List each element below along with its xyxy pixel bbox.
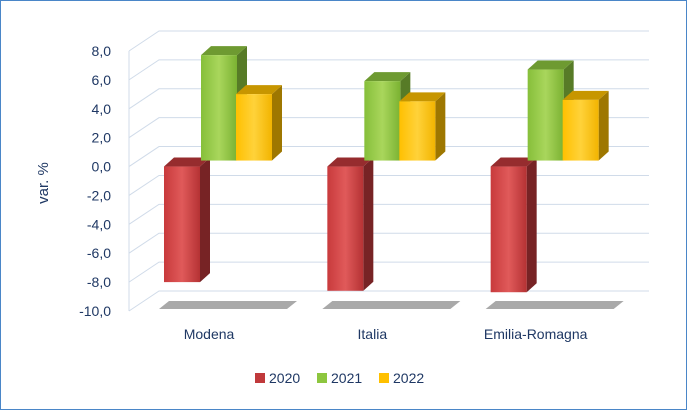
x-category-label: Italia <box>358 326 388 342</box>
x-category-label: Modena <box>184 326 235 342</box>
y-tick-label: -2,0 <box>87 187 111 203</box>
gridlines <box>128 30 649 312</box>
bar-2022-italia <box>399 92 446 161</box>
legend-swatch <box>379 373 389 383</box>
bar-top <box>327 157 374 167</box>
y-axis: 8,0 6,0 4,0 2,0 0,0 -2,0 -4,0 -6,0 -8,0 -10,0 <box>79 43 111 319</box>
y-tick-label: 6,0 <box>92 72 112 88</box>
legend-swatch <box>255 373 265 383</box>
bars <box>164 46 609 293</box>
bar-front <box>527 69 564 161</box>
gridline <box>128 203 649 225</box>
bar-top <box>364 72 411 82</box>
chart-floor <box>159 301 624 309</box>
bar-top <box>164 157 210 167</box>
y-axis-title: var. % <box>35 162 52 204</box>
y-tick-label: 4,0 <box>92 101 112 117</box>
bar-top <box>490 157 537 167</box>
legend-swatch <box>317 373 327 383</box>
gridline <box>128 290 649 312</box>
legend-item-2022: 2022 <box>379 370 424 386</box>
floor-shadow <box>485 301 624 309</box>
bar-front <box>364 81 401 161</box>
bar-top <box>562 90 609 100</box>
bar-top <box>236 85 282 95</box>
x-axis: Modena Italia Emilia-Romagna <box>184 326 588 342</box>
legend-label: 2021 <box>331 370 362 386</box>
y-tick-label: -6,0 <box>87 245 111 261</box>
bar-top <box>201 46 247 56</box>
gridline <box>128 232 649 254</box>
x-category-label: Emilia-Romagna <box>484 326 588 342</box>
floor-shadow <box>322 301 461 309</box>
y-tick-label: 2,0 <box>92 130 112 146</box>
bar-2020-modena <box>164 157 210 283</box>
bar-side <box>435 92 446 161</box>
bar-front <box>164 166 200 283</box>
gridline <box>128 117 649 139</box>
bar-2020-emilia-romagna <box>490 157 537 293</box>
gridline <box>128 146 649 167</box>
bar-front <box>201 55 237 161</box>
legend-item-2021: 2021 <box>317 370 362 386</box>
gridline <box>128 88 649 110</box>
legend: 2020 2021 2022 <box>255 370 424 386</box>
y-tick-label: -10,0 <box>79 303 111 319</box>
floor-shadow <box>159 301 297 309</box>
y-tick-label: -8,0 <box>87 274 111 290</box>
bar-front <box>490 166 527 293</box>
y-tick-label: 0,0 <box>92 159 112 175</box>
gridline <box>128 174 649 196</box>
gridline <box>128 30 649 52</box>
bar-side <box>526 157 537 293</box>
bar-front <box>399 101 436 161</box>
bar-top <box>527 60 574 70</box>
bar-front <box>236 94 272 161</box>
legend-label: 2022 <box>393 370 424 386</box>
bar-side <box>272 85 282 161</box>
bar-front <box>327 166 364 291</box>
bar-2020-italia <box>327 157 374 291</box>
bar-top <box>399 92 446 102</box>
bar-front <box>562 99 599 161</box>
bar-2022-emilia-romagna <box>562 90 609 161</box>
gridline <box>128 59 649 81</box>
y-tick-label: -4,0 <box>87 216 111 232</box>
bar-side <box>200 157 210 283</box>
bar-side <box>363 157 374 291</box>
bar-side <box>598 90 609 161</box>
y-tick-label: 8,0 <box>92 43 112 59</box>
legend-label: 2020 <box>269 370 300 386</box>
gridline <box>128 261 649 283</box>
bar-2022-modena <box>236 85 282 161</box>
legend-item-2020: 2020 <box>255 370 300 386</box>
